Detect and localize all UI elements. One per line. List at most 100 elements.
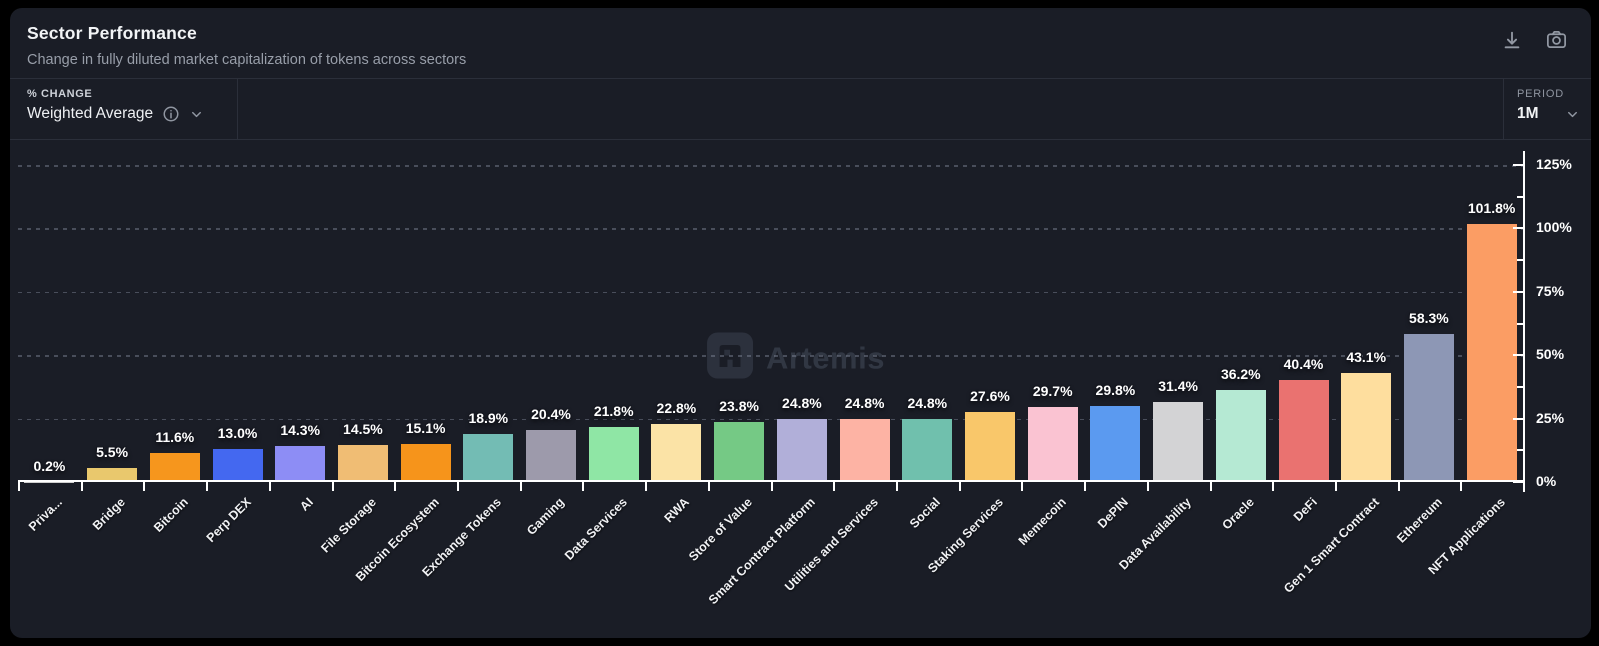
bar-rwa[interactable] <box>651 424 702 482</box>
info-icon[interactable] <box>162 105 180 123</box>
bar-value-label-bridge: 5.5% <box>96 444 129 461</box>
x-axis-tick <box>206 482 209 491</box>
x-axis-tick <box>645 482 648 491</box>
x-axis-tick <box>707 482 710 491</box>
bar-bitcoin[interactable] <box>149 452 200 482</box>
y-axis-major-tick <box>1513 417 1523 420</box>
x-axis-tick <box>1334 482 1337 491</box>
bar-value-label-utilities-and-services: 24.8% <box>844 395 885 412</box>
bar-value-label-depin: 29.8% <box>1095 382 1136 399</box>
sector-performance-panel: Sector Performance Change in fully dilut… <box>10 8 1591 638</box>
bar-utilities-and-services[interactable] <box>839 419 890 482</box>
x-axis-tick <box>80 482 83 491</box>
x-axis-tick <box>143 482 146 491</box>
bar-value-label-file-storage: 14.5% <box>343 421 383 438</box>
period-value: 1M <box>1517 105 1539 122</box>
y-axis-minor-tick <box>1517 449 1523 452</box>
period-dropdown[interactable]: PERIOD 1M <box>1504 79 1591 139</box>
artemis-logo-icon <box>707 332 754 384</box>
x-axis-label-depin: DePIN <box>1095 495 1132 531</box>
metric-dropdown[interactable]: % CHANGE Weighted Average <box>10 79 237 139</box>
gridline-50 <box>18 355 1523 357</box>
metric-value: Weighted Average <box>27 105 154 122</box>
gridline-125 <box>18 165 1523 167</box>
bar-gaming[interactable] <box>526 430 576 482</box>
page-subtitle: Change in fully diluted market capitaliz… <box>27 52 467 68</box>
watermark: Artemis <box>707 332 885 384</box>
bar-value-label-defi: 40.4% <box>1283 355 1324 372</box>
x-axis-label-nft-applications: NFT Applications <box>1425 495 1508 578</box>
controls-bottom-divider <box>10 139 1591 140</box>
x-axis-label-ai: AI <box>297 495 317 514</box>
watermark-text: Artemis <box>766 340 885 375</box>
metric-label: % CHANGE <box>27 88 93 100</box>
bar-value-label-bitcoin: 11.6% <box>155 428 195 445</box>
chevron-down-icon <box>1565 107 1580 122</box>
x-axis-label-perp-dex: Perp DEX <box>203 495 254 546</box>
y-axis-minor-tick <box>1517 385 1523 388</box>
period-divider <box>1503 79 1504 139</box>
x-axis-label-ethereum: Ethereum <box>1394 495 1445 546</box>
y-axis-major-tick <box>1513 481 1523 483</box>
bar-file-storage[interactable] <box>337 445 388 482</box>
x-axis-tick <box>582 482 585 491</box>
bar-ai[interactable] <box>275 445 326 482</box>
x-axis-label-data-availability: Data Availability <box>1116 495 1194 573</box>
x-axis-label-memecoin: Memecoin <box>1015 495 1069 549</box>
x-axis-label-utilities-and-services: Utilities and Services <box>781 495 881 594</box>
bar-social[interactable] <box>902 419 953 482</box>
bar-data-availability[interactable] <box>1153 402 1204 482</box>
x-axis-tick <box>1209 482 1212 491</box>
bar-memecoin[interactable] <box>1027 406 1078 482</box>
header-actions <box>1499 28 1569 54</box>
bar-oracle[interactable] <box>1215 390 1266 482</box>
bar-bitcoin-ecosystem[interactable] <box>400 443 451 482</box>
x-axis-label-rwa: RWA <box>661 495 693 526</box>
bar-value-label-ai: 14.3% <box>280 421 321 438</box>
bar-bridge[interactable] <box>87 468 138 482</box>
x-axis-tick <box>457 482 459 491</box>
bar-perp-dex[interactable] <box>212 449 263 482</box>
x-axis-label-data-services: Data Services <box>561 495 630 563</box>
x-axis-tick <box>770 482 773 491</box>
x-axis-label-staking-services: Staking Services <box>925 495 1006 576</box>
y-axis-minor-tick <box>1517 322 1523 325</box>
bar-value-label-data-availability: 31.4% <box>1158 378 1198 395</box>
y-axis-minor-tick <box>1517 259 1523 262</box>
x-axis-tick <box>1460 482 1463 491</box>
bar-smart-contract-platform[interactable] <box>776 419 827 482</box>
bar-staking-services[interactable] <box>965 412 1015 482</box>
x-axis-label-file-storage: File Storage <box>318 495 379 556</box>
download-button[interactable] <box>1499 28 1525 54</box>
screenshot-button[interactable] <box>1543 28 1569 54</box>
bar-ethereum[interactable] <box>1403 334 1454 482</box>
bar-data-services[interactable] <box>588 426 639 482</box>
header-divider <box>10 78 1591 79</box>
gridline-100 <box>18 228 1523 230</box>
x-axis-label-bitcoin-ecosystem: Bitcoin Ecosystem <box>352 495 442 584</box>
bar-value-label-perp-dex: 13.0% <box>217 425 258 441</box>
bar-defi[interactable] <box>1278 379 1329 482</box>
bar-store-of-value[interactable] <box>714 421 765 482</box>
bar-gen-1-smart-contract[interactable] <box>1341 372 1392 482</box>
x-axis-tick <box>1272 482 1275 491</box>
bar-nft-applications[interactable] <box>1466 223 1517 482</box>
x-axis-tick <box>394 482 397 491</box>
download-icon <box>1501 29 1523 54</box>
bar-chart: Artemis 0.2% Priva... 5.5% Bridge 11.6% Bitco… <box>10 139 1591 638</box>
bar-exchange-tokens[interactable] <box>463 434 514 482</box>
x-axis-tick <box>1146 482 1149 491</box>
x-axis-tick <box>895 482 898 491</box>
bar-value-label-bitcoin-ecosystem: 15.1% <box>405 419 446 436</box>
controls-row: % CHANGE Weighted Average PERIOD <box>10 79 1591 139</box>
x-axis-label-gaming: Gaming <box>524 495 567 538</box>
gridline-25 <box>18 418 1523 421</box>
bar-value-label-memecoin: 29.7% <box>1032 382 1073 399</box>
bar-value-label-staking-services: 27.6% <box>970 388 1010 404</box>
chevron-down-icon <box>189 107 204 122</box>
bar-value-label-exchange-tokens: 18.9% <box>468 410 509 427</box>
gridline-75 <box>18 291 1523 294</box>
camera-icon <box>1545 28 1568 54</box>
bar-depin[interactable] <box>1090 406 1141 482</box>
x-axis-tick <box>519 482 522 491</box>
